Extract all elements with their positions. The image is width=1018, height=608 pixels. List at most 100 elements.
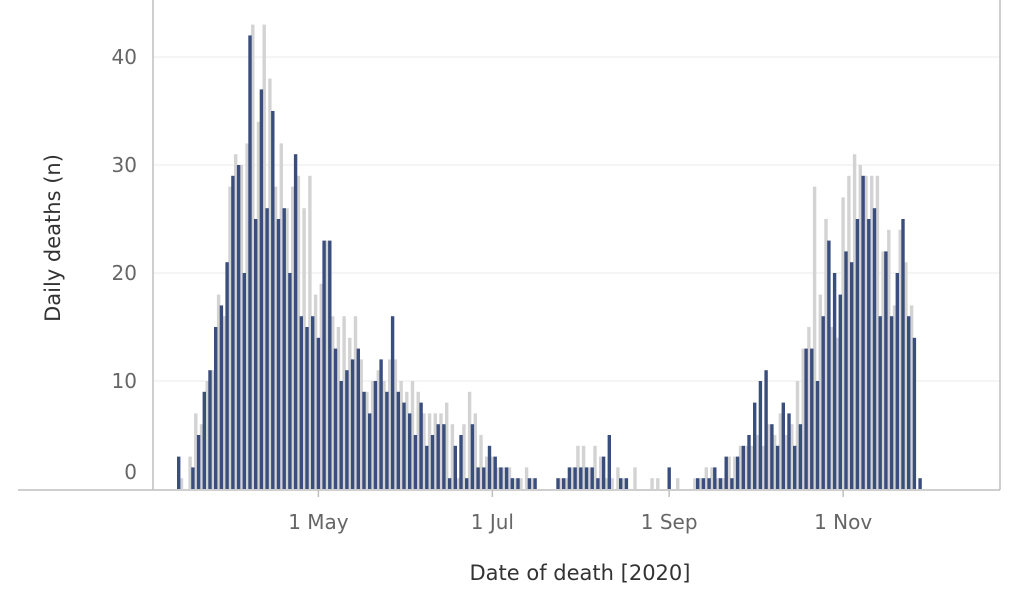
- bar: [855, 219, 860, 489]
- bar: [419, 402, 423, 489]
- bar: [191, 467, 195, 489]
- bar: [339, 381, 343, 489]
- bar: [228, 186, 232, 489]
- bar: [479, 435, 483, 489]
- bar: [199, 424, 204, 489]
- bar: [447, 478, 452, 489]
- bar: [254, 219, 258, 489]
- bar: [390, 316, 395, 489]
- bar: [433, 413, 437, 489]
- bar: [519, 478, 523, 489]
- bar: [242, 273, 246, 489]
- bar: [305, 327, 309, 489]
- bar: [490, 456, 495, 489]
- bar: [907, 316, 911, 489]
- bar: [430, 435, 435, 489]
- bar: [225, 262, 229, 489]
- y-tick-labels: 0 10 20 30 40: [112, 45, 137, 484]
- bar: [604, 478, 609, 489]
- bar: [485, 456, 489, 489]
- bar: [482, 467, 486, 489]
- y-tick-label: 30: [112, 153, 137, 177]
- bar: [316, 337, 321, 489]
- bar: [898, 229, 902, 490]
- bar: [787, 413, 791, 489]
- bar: [245, 143, 249, 489]
- bar: [710, 467, 714, 489]
- bar: [459, 435, 463, 489]
- bar: [513, 478, 517, 489]
- bar: [510, 478, 514, 489]
- bar: [222, 316, 226, 489]
- x-tick-label: 1 Jul: [471, 510, 514, 534]
- bar: [308, 175, 312, 490]
- bar: [465, 478, 469, 489]
- bar: [810, 348, 814, 489]
- bar: [325, 240, 329, 489]
- bar: [231, 175, 235, 490]
- axes: [18, 0, 1001, 491]
- bar: [847, 175, 851, 490]
- bar: [350, 359, 355, 489]
- bar: [422, 413, 426, 489]
- bar: [795, 381, 800, 489]
- bar: [445, 402, 449, 489]
- bar: [793, 445, 797, 489]
- bar: [239, 165, 244, 489]
- bar: [835, 337, 840, 489]
- bar: [576, 445, 580, 489]
- y-tick-label: 40: [112, 45, 137, 69]
- bar: [875, 175, 880, 490]
- bar: [912, 337, 917, 489]
- bar: [747, 435, 751, 489]
- x-tick-labels: 1 May 1 Jul 1 Sep 1 Nov: [288, 490, 872, 534]
- bar: [359, 359, 363, 489]
- bar: [296, 175, 301, 490]
- bar: [556, 478, 560, 489]
- bar: [818, 294, 822, 489]
- bar: [219, 305, 224, 489]
- bar: [282, 208, 286, 489]
- bar: [861, 175, 865, 490]
- bar: [453, 445, 457, 489]
- bar: [755, 435, 760, 489]
- bar: [179, 478, 184, 489]
- bar: [328, 240, 332, 489]
- bar: [302, 208, 306, 489]
- bar: [676, 478, 680, 489]
- bar: [408, 413, 412, 489]
- bar: [450, 424, 455, 489]
- bar: [285, 208, 289, 489]
- bar: [524, 467, 529, 489]
- bar: [570, 467, 574, 489]
- bar: [559, 478, 563, 489]
- bar: [202, 391, 206, 489]
- bar: [502, 467, 506, 489]
- bar: [205, 381, 209, 489]
- bar: [299, 316, 303, 489]
- y-axis-title: Daily deaths (n): [41, 154, 65, 322]
- bar: [353, 316, 358, 489]
- bar: [416, 391, 420, 489]
- bar: [773, 435, 777, 489]
- bar: [496, 467, 500, 489]
- bar: [832, 273, 837, 489]
- bar: [767, 424, 771, 489]
- bar: [850, 262, 854, 489]
- bar: [596, 478, 600, 489]
- x-axis-title: Date of death [2020]: [470, 561, 691, 585]
- x-tick-label: 1 Sep: [641, 510, 698, 534]
- bar: [194, 413, 198, 489]
- bar: [587, 467, 591, 489]
- bar: [721, 478, 726, 489]
- bar: [713, 467, 717, 489]
- bar: [579, 467, 583, 489]
- bar: [844, 251, 848, 489]
- bar: [887, 229, 891, 490]
- bar: [733, 456, 737, 489]
- bar: [214, 327, 218, 489]
- bar: [342, 316, 346, 489]
- bar: [830, 327, 834, 489]
- bar: [256, 121, 261, 490]
- bar: [693, 478, 697, 489]
